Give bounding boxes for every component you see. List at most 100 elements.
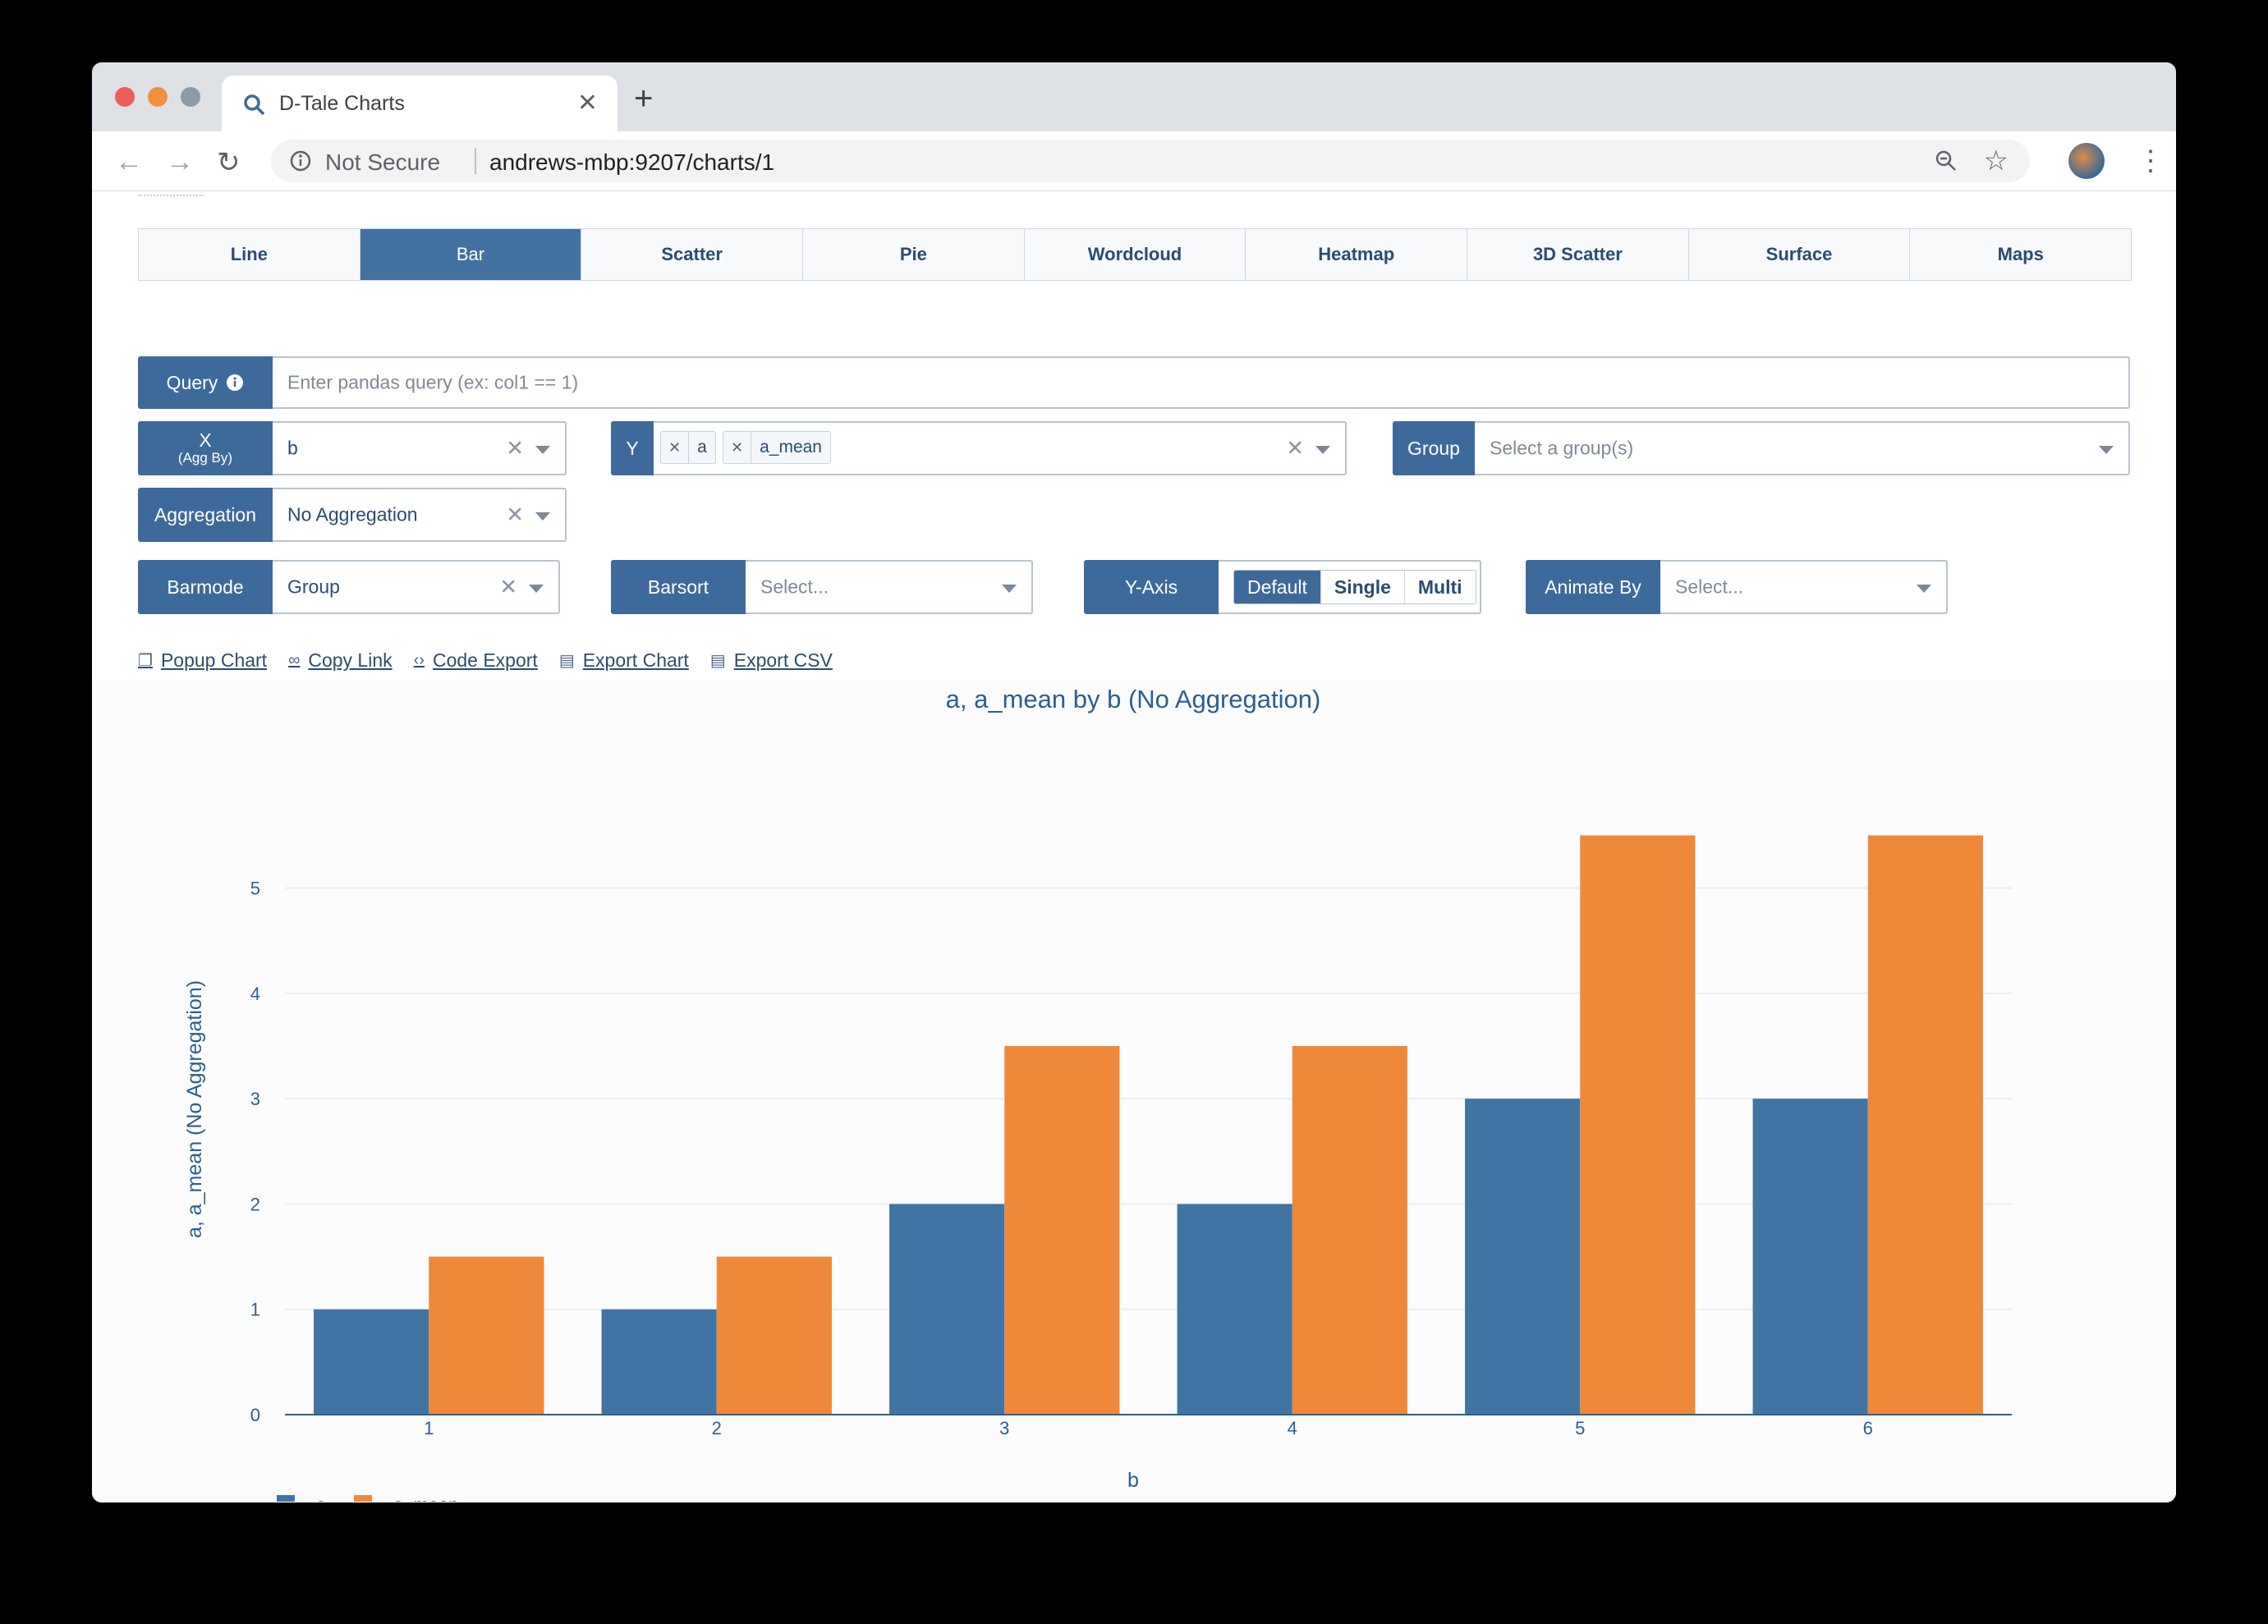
remove-chip-icon[interactable]: ✕ (661, 432, 690, 463)
new-tab-button[interactable]: + (634, 80, 654, 117)
chevron-down-icon[interactable] (1002, 585, 1017, 593)
animate-by-label: Animate By (1526, 560, 1660, 614)
x-tick-label: 5 (1575, 1418, 1585, 1438)
group-select[interactable]: Select a group(s) (1475, 421, 2130, 475)
x-tick-label: 4 (1288, 1418, 1297, 1438)
barsort-select[interactable]: Select... (746, 560, 1033, 614)
browser-window: D-Tale Charts ✕ + ← → ↻ Not Secure andre… (92, 62, 2176, 1502)
chip-label: a (697, 438, 707, 456)
bar-a-mean-5 (1580, 835, 1696, 1415)
query-label: Query (138, 356, 273, 409)
x-tick-label: 6 (1863, 1418, 1873, 1438)
clear-icon[interactable]: ✕ (1286, 435, 1304, 461)
x-value: b (287, 437, 298, 459)
copy-link-link[interactable]: ∞ Copy Link (288, 649, 393, 671)
tab-surface[interactable]: Surface (1689, 229, 1911, 280)
y-chip-a-mean[interactable]: ✕ a_mean (723, 431, 831, 464)
y-axis-option-multi[interactable]: Multi (1417, 576, 1462, 598)
clear-icon[interactable]: ✕ (499, 574, 517, 599)
not-secure-label: Not Secure (325, 149, 441, 175)
legend-label-a-mean: a_mean (393, 1494, 459, 1502)
bar-a-mean-6 (1867, 835, 1983, 1415)
bar-a-4 (1177, 1204, 1292, 1415)
forward-icon[interactable]: → (166, 146, 194, 177)
chevron-down-icon[interactable] (1917, 585, 1931, 593)
group-label: Group (1393, 421, 1475, 475)
page-content: Line Bar Scatter Pie Wordcloud Heatmap 3D Scat… (92, 191, 2176, 1502)
chart-type-tabs: Line Bar Scatter Pie Wordcloud Heatmap 3D Scat… (138, 228, 2132, 281)
bar-a-5 (1465, 1099, 1581, 1415)
bar-a-2 (601, 1309, 717, 1415)
bar-a-mean-2 (716, 1256, 832, 1415)
export-csv-link[interactable]: ▤ Export CSV (709, 649, 833, 671)
back-icon[interactable]: ← (115, 146, 143, 177)
minimize-window-button[interactable] (148, 87, 168, 107)
bar-chart: a, a_mean by b (No Aggregation) 0 1 2 3 4 5 1 2 3… (92, 681, 2176, 1502)
chart-title: a, a_mean by b (No Aggregation) (946, 685, 1321, 713)
popup-chart-link[interactable]: ❐ Popup Chart (138, 649, 268, 671)
close-window-button[interactable] (115, 87, 135, 107)
animate-by-select[interactable]: Select... (1660, 560, 1948, 614)
chevron-down-icon[interactable] (529, 585, 544, 593)
reload-icon[interactable]: ↻ (217, 147, 241, 178)
close-tab-icon[interactable]: ✕ (576, 89, 598, 117)
tab-maps[interactable]: Maps (1997, 244, 2044, 264)
query-input[interactable]: Enter pandas query (ex: col1 == 1) (273, 356, 2130, 409)
search-icon (244, 94, 265, 116)
chevron-down-icon[interactable] (1315, 446, 1330, 454)
title-bar: D-Tale Charts ✕ + (92, 62, 2176, 131)
tab-pie[interactable]: Pie (803, 229, 1025, 280)
x-tick-label: 3 (999, 1418, 1009, 1438)
x-axis-label: b (1127, 1469, 1139, 1492)
menu-kebab-icon[interactable]: ⋮ (2137, 145, 2165, 177)
info-icon[interactable] (226, 374, 244, 392)
link-icon: ∞ (288, 651, 301, 669)
barsort-placeholder: Select... (760, 576, 829, 598)
bar-a-mean-1 (429, 1256, 544, 1415)
x-select[interactable]: b ✕ (273, 421, 567, 475)
barmode-select[interactable]: Group ✕ (273, 560, 560, 614)
tab-line[interactable]: Line (139, 229, 360, 280)
chevron-down-icon[interactable] (535, 512, 550, 521)
bar-a-3 (889, 1204, 1005, 1415)
bookmark-star-icon[interactable]: ☆ (1983, 145, 2009, 177)
y-tick-label: 4 (250, 984, 260, 1004)
y-tick-label: 1 (250, 1300, 260, 1320)
code-export-link[interactable]: ‹› Code Export (413, 649, 538, 671)
zoom-icon[interactable] (1935, 149, 1958, 172)
y-axis-control: Default Single Multi (1219, 560, 1481, 614)
bar-a-mean-3 (1004, 1046, 1120, 1415)
y-axis-toggle: Default Single Multi (1233, 570, 1476, 604)
y-axis-option-single[interactable]: Single (1321, 571, 1405, 603)
address-bar[interactable]: Not Secure andrews-mbp:9207/charts/1 ☆ (271, 140, 2030, 182)
x-tick-label: 1 (424, 1418, 434, 1438)
remove-chip-icon[interactable]: ✕ (723, 432, 752, 463)
url-text[interactable]: andrews-mbp:9207/charts/1 (489, 149, 775, 175)
tab-scatter[interactable]: Scatter (581, 229, 804, 280)
y-multiselect[interactable]: ✕ a ✕ a_mean ✕ (654, 421, 1347, 475)
tab-wordcloud[interactable]: Wordcloud (1025, 229, 1246, 280)
legend-label-a: a (316, 1494, 327, 1502)
y-axis-label: Y-Axis (1084, 560, 1219, 614)
chip-label: a_mean (760, 438, 822, 456)
clear-icon[interactable]: ✕ (506, 435, 524, 461)
zoom-window-button[interactable] (181, 87, 200, 107)
chevron-down-icon[interactable] (2099, 446, 2114, 454)
query-placeholder: Enter pandas query (ex: col1 == 1) (287, 371, 579, 393)
tab-3d-scatter[interactable]: 3D Scatter (1467, 229, 1689, 280)
x-label: X (Agg By) (138, 421, 273, 475)
avatar[interactable] (2068, 143, 2105, 179)
chevron-down-icon[interactable] (535, 446, 550, 454)
y-axis-option-default[interactable]: Default (1234, 571, 1321, 603)
y-chip-a[interactable]: ✕ a (660, 431, 716, 464)
browser-tab[interactable]: D-Tale Charts ✕ (222, 76, 618, 131)
x-tick-label: 2 (712, 1418, 722, 1438)
tab-title: D-Tale Charts (279, 92, 405, 115)
aggregation-select[interactable]: No Aggregation ✕ (273, 488, 567, 542)
legend-swatch-a-mean (354, 1495, 372, 1502)
tab-heatmap[interactable]: Heatmap (1246, 229, 1468, 280)
clear-icon[interactable]: ✕ (506, 502, 524, 527)
export-chart-link[interactable]: ▤ Export Chart (558, 649, 689, 671)
file-icon: ▤ (709, 652, 726, 670)
tab-bar[interactable]: Bar (360, 229, 582, 280)
